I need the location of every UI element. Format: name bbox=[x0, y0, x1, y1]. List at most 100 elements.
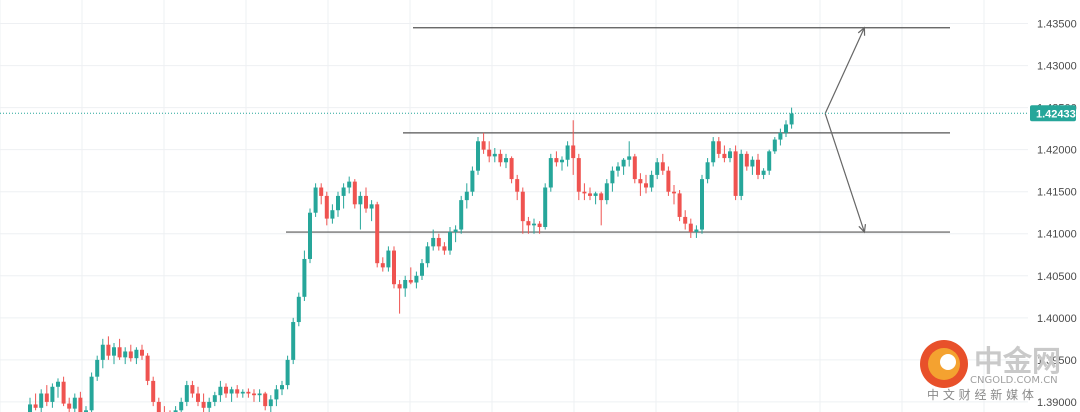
candle bbox=[425, 242, 430, 268]
candle-body bbox=[95, 359, 100, 377]
candle-body bbox=[156, 401, 161, 412]
candle bbox=[106, 336, 111, 360]
candle bbox=[728, 147, 732, 163]
arrow-head bbox=[858, 224, 867, 234]
candle bbox=[291, 317, 296, 365]
candle-body bbox=[560, 159, 564, 163]
candle bbox=[750, 156, 755, 175]
candle bbox=[246, 388, 251, 398]
candle bbox=[163, 406, 165, 412]
candlestick-series bbox=[28, 107, 794, 412]
candle-body bbox=[173, 410, 178, 412]
candle bbox=[660, 153, 665, 175]
candle-body bbox=[330, 210, 335, 219]
candle bbox=[492, 147, 497, 163]
candle-body bbox=[431, 237, 436, 247]
candle-body bbox=[688, 223, 693, 233]
candle bbox=[453, 225, 458, 243]
candle-body bbox=[470, 170, 475, 192]
candle bbox=[268, 395, 273, 412]
candle bbox=[548, 153, 553, 192]
candle-body bbox=[100, 344, 105, 360]
candle-body bbox=[201, 401, 206, 408]
candle-body bbox=[565, 145, 570, 160]
candle-body bbox=[257, 393, 262, 396]
candle-body bbox=[442, 246, 447, 251]
candle-body bbox=[61, 381, 66, 404]
candle-body bbox=[756, 159, 760, 175]
candle bbox=[588, 187, 592, 201]
candle bbox=[789, 107, 794, 129]
candle-body bbox=[644, 183, 648, 188]
candle bbox=[179, 397, 184, 412]
candle-body bbox=[784, 124, 788, 133]
candle bbox=[252, 389, 256, 402]
candle bbox=[201, 393, 206, 412]
candle bbox=[229, 386, 234, 402]
candle bbox=[380, 257, 385, 272]
candle-body bbox=[319, 187, 324, 196]
candle-body bbox=[39, 393, 44, 408]
candle-body bbox=[179, 401, 184, 411]
candle-body bbox=[588, 193, 592, 196]
candle-body bbox=[291, 322, 296, 360]
candle-body bbox=[476, 141, 480, 171]
candle bbox=[302, 250, 307, 302]
candle-body bbox=[375, 204, 380, 264]
candle-body bbox=[728, 151, 732, 159]
candle-body bbox=[218, 386, 223, 396]
candle bbox=[655, 158, 660, 180]
candle bbox=[67, 397, 72, 412]
candle-body bbox=[280, 385, 284, 390]
candle bbox=[78, 391, 83, 412]
candle-body bbox=[212, 395, 217, 402]
candle-body bbox=[364, 195, 368, 209]
candle-body bbox=[190, 385, 195, 394]
candle-body bbox=[145, 355, 150, 381]
candle-body bbox=[380, 263, 385, 268]
candle bbox=[509, 156, 514, 184]
candle bbox=[778, 128, 783, 146]
candle-body bbox=[548, 158, 553, 188]
candle bbox=[476, 137, 480, 175]
support-resistance-levels bbox=[286, 27, 950, 233]
candle-body bbox=[705, 162, 710, 180]
candle bbox=[257, 389, 262, 402]
candle bbox=[672, 184, 676, 205]
candle bbox=[532, 218, 536, 234]
candle-body bbox=[481, 141, 486, 150]
candle bbox=[448, 227, 452, 255]
candle-body bbox=[274, 389, 279, 400]
candle bbox=[739, 149, 744, 201]
y-tick-label: 1.39500 bbox=[1037, 355, 1077, 367]
candle bbox=[627, 141, 632, 167]
candle bbox=[319, 183, 324, 205]
candle bbox=[756, 153, 760, 180]
candle bbox=[274, 385, 279, 407]
candle bbox=[593, 191, 598, 205]
candle-body bbox=[700, 179, 704, 230]
candle bbox=[666, 166, 671, 196]
candle bbox=[711, 137, 716, 167]
candle bbox=[767, 149, 772, 175]
candle bbox=[694, 225, 699, 238]
candle-body bbox=[207, 401, 212, 408]
candle-body bbox=[184, 385, 189, 402]
candle-body bbox=[683, 216, 688, 224]
candle bbox=[515, 174, 520, 201]
candle-body bbox=[599, 193, 604, 201]
candle-body bbox=[386, 250, 391, 268]
candle bbox=[56, 378, 60, 398]
candle-body bbox=[492, 153, 497, 157]
candle-body bbox=[420, 263, 424, 276]
candle bbox=[235, 385, 240, 398]
candle bbox=[84, 406, 88, 412]
candle-body bbox=[112, 347, 116, 356]
candle-body bbox=[313, 187, 318, 213]
candle bbox=[117, 338, 122, 360]
candle bbox=[33, 393, 38, 411]
candle-body bbox=[716, 141, 721, 154]
candle bbox=[190, 380, 195, 398]
candle-body bbox=[576, 158, 581, 192]
